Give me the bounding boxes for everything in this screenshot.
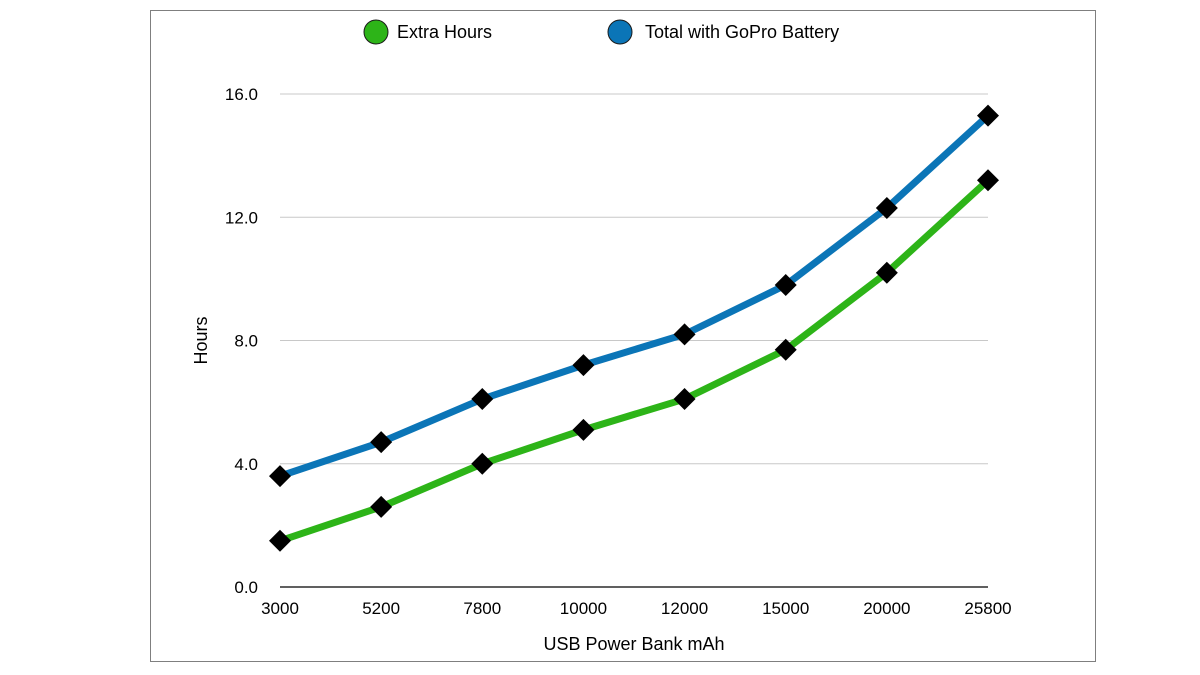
series-markers — [269, 104, 999, 552]
x-tick-label: 12000 — [661, 599, 708, 618]
x-tick-label: 15000 — [762, 599, 809, 618]
series-line-2 — [276, 112, 992, 480]
series-lines — [276, 112, 992, 545]
x-tick-label: 20000 — [863, 599, 910, 618]
y-tick-label: 16.0 — [225, 85, 258, 104]
y-tick-labels: 0.0 4.0 8.0 12.0 16.0 — [225, 85, 258, 597]
legend-swatch — [363, 19, 389, 45]
legend-swatch — [607, 19, 633, 45]
data-point — [269, 529, 291, 552]
legend-item: Extra Hours — [363, 19, 492, 45]
y-tick-label: 0.0 — [234, 578, 258, 597]
data-point — [471, 388, 494, 411]
data-point — [875, 261, 898, 284]
series-line-1 — [276, 176, 992, 545]
x-tick-label: 5200 — [362, 599, 400, 618]
data-point — [673, 388, 696, 411]
x-tick-label: 7800 — [463, 599, 501, 618]
data-point — [572, 418, 595, 441]
x-tick-label: 10000 — [560, 599, 607, 618]
y-tick-label: 12.0 — [225, 208, 258, 227]
gridlines — [280, 93, 988, 465]
data-point — [370, 495, 393, 518]
x-tick-labels: 3000 5200 7800 10000 12000 15000 20000 25800 — [261, 599, 1012, 618]
x-tick-label: 3000 — [261, 599, 299, 618]
legend-label: Extra Hours — [397, 22, 492, 42]
legend-label: Total with GoPro Battery — [645, 22, 839, 42]
y-axis-title: Hours — [191, 316, 211, 364]
y-tick-label: 8.0 — [234, 332, 258, 351]
data-point — [774, 338, 797, 361]
data-point — [875, 197, 898, 220]
x-tick-label: 25800 — [964, 599, 1011, 618]
data-point — [977, 169, 999, 192]
y-tick-label: 4.0 — [234, 455, 258, 474]
legend: Extra Hours Total with GoPro Battery — [363, 19, 839, 45]
data-point — [977, 104, 999, 127]
data-point — [269, 465, 291, 488]
legend-item: Total with GoPro Battery — [607, 19, 839, 45]
x-axis-title: USB Power Bank mAh — [543, 634, 724, 654]
data-point — [471, 452, 494, 475]
data-point — [572, 354, 595, 377]
data-point — [673, 323, 696, 346]
chart-frame — [150, 10, 1096, 662]
data-point — [774, 274, 797, 297]
data-point — [370, 431, 393, 454]
